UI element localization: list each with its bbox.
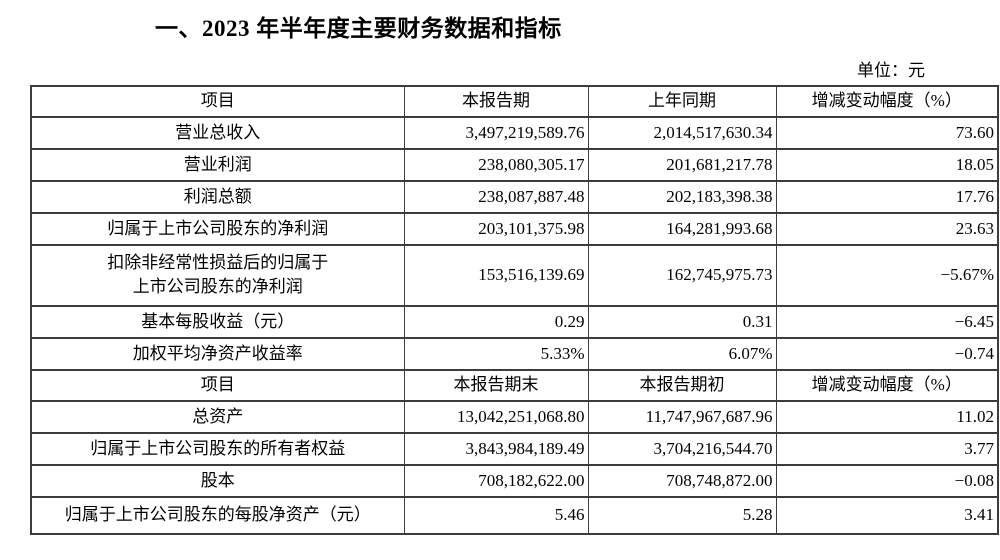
period-header-row: 项目 本报告期 上年同期 增减变动幅度（%） — [30, 84, 999, 118]
financial-indicators-table: 项目 本报告期 上年同期 增减变动幅度（%） 营业总收入 3,497,219,5… — [30, 84, 999, 535]
change-value: −6.45 — [775, 304, 999, 339]
prior-value: 2,014,517,630.34 — [587, 115, 777, 150]
current-value: 3,843,984,189.49 — [403, 431, 589, 466]
item-label: 利润总额 — [30, 179, 405, 214]
column-header-item: 项目 — [30, 368, 405, 402]
item-label: 扣除非经常性损益后的归属于 上市公司股东的净利润 — [30, 243, 405, 307]
table-row-basic-eps: 基本每股收益（元） 0.29 0.31 −6.45 — [30, 304, 999, 339]
change-value: 17.76 — [775, 179, 999, 214]
prior-value: 202,183,398.38 — [587, 179, 777, 214]
item-label: 归属于上市公司股东的每股净资产（元） — [30, 495, 405, 535]
table-row-operating-profit: 营业利润 238,080,305.17 201,681,217.78 18.05 — [30, 147, 999, 182]
current-value: 5.33% — [403, 336, 589, 371]
item-label: 营业利润 — [30, 147, 405, 182]
unit-label: 单位：元 — [857, 60, 925, 80]
current-value: 238,087,887.48 — [403, 179, 589, 214]
table-row-total-revenue: 营业总收入 3,497,219,589.76 2,014,517,630.34 … — [30, 115, 999, 150]
table-row-net-profit-excl-nonrecurring: 扣除非经常性损益后的归属于 上市公司股东的净利润 153,516,139.69 … — [30, 243, 999, 307]
change-value: 23.63 — [775, 211, 999, 246]
current-value: 238,080,305.17 — [403, 147, 589, 182]
balance-header-row: 项目 本报告期末 本报告期初 增减变动幅度（%） — [30, 368, 999, 402]
prior-value: 6.07% — [587, 336, 777, 371]
prior-value: 201,681,217.78 — [587, 147, 777, 182]
change-value: −0.74 — [775, 336, 999, 371]
current-value: 13,042,251,068.80 — [403, 399, 589, 434]
change-value: 73.60 — [775, 115, 999, 150]
change-value: 3.77 — [775, 431, 999, 466]
change-value: 11.02 — [775, 399, 999, 434]
table-row-total-profit: 利润总额 238,087,887.48 202,183,398.38 17.76 — [30, 179, 999, 214]
prior-value: 162,745,975.73 — [587, 243, 777, 307]
section-title: 一、2023 年半年度主要财务数据和指标 — [155, 16, 562, 41]
change-value: 18.05 — [775, 147, 999, 182]
current-value: 708,182,622.00 — [403, 463, 589, 498]
item-label: 营业总收入 — [30, 115, 405, 150]
table-row-total-assets: 总资产 13,042,251,068.80 11,747,967,687.96 … — [30, 399, 999, 434]
item-label: 归属于上市公司股东的净利润 — [30, 211, 405, 246]
change-value: −5.67% — [775, 243, 999, 307]
table-row-net-profit-attributable: 归属于上市公司股东的净利润 203,101,375.98 164,281,993… — [30, 211, 999, 246]
current-value: 5.46 — [403, 495, 589, 535]
column-header-change: 增减变动幅度（%） — [775, 84, 999, 118]
item-label: 总资产 — [30, 399, 405, 434]
prior-value: 11,747,967,687.96 — [587, 399, 777, 434]
column-header-prior-period: 上年同期 — [587, 84, 777, 118]
table-row-net-assets-per-share: 归属于上市公司股东的每股净资产（元） 5.46 5.28 3.41 — [30, 495, 999, 535]
current-value: 3,497,219,589.76 — [403, 115, 589, 150]
column-header-period-begin: 本报告期初 — [587, 368, 777, 402]
prior-value: 708,748,872.00 — [587, 463, 777, 498]
current-value: 203,101,375.98 — [403, 211, 589, 246]
table-row-equity-attributable: 归属于上市公司股东的所有者权益 3,843,984,189.49 3,704,2… — [30, 431, 999, 466]
current-value: 153,516,139.69 — [403, 243, 589, 307]
prior-value: 3,704,216,544.70 — [587, 431, 777, 466]
prior-value: 5.28 — [587, 495, 777, 535]
column-header-item: 项目 — [30, 84, 405, 118]
item-label: 归属于上市公司股东的所有者权益 — [30, 431, 405, 466]
item-label: 股本 — [30, 463, 405, 498]
prior-value: 0.31 — [587, 304, 777, 339]
current-value: 0.29 — [403, 304, 589, 339]
prior-value: 164,281,993.68 — [587, 211, 777, 246]
table-row-weighted-roe: 加权平均净资产收益率 5.33% 6.07% −0.74 — [30, 336, 999, 371]
column-header-change: 增减变动幅度（%） — [775, 368, 999, 402]
item-label: 加权平均净资产收益率 — [30, 336, 405, 371]
change-value: 3.41 — [775, 495, 999, 535]
column-header-current-period: 本报告期 — [403, 84, 589, 118]
table-row-share-capital: 股本 708,182,622.00 708,748,872.00 −0.08 — [30, 463, 999, 498]
item-label: 基本每股收益（元） — [30, 304, 405, 339]
change-value: −0.08 — [775, 463, 999, 498]
column-header-period-end: 本报告期末 — [403, 368, 589, 402]
